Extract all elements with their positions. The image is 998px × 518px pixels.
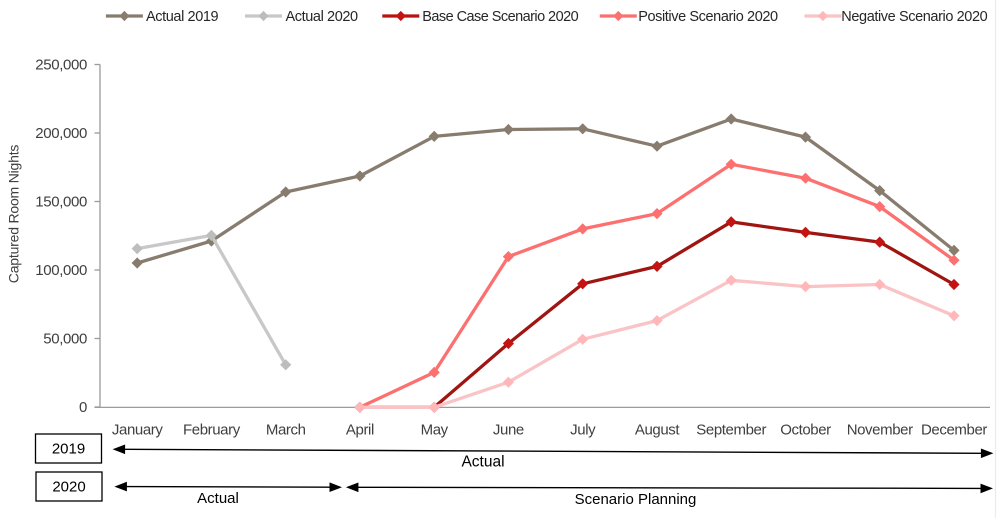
- svg-text:March: March: [266, 421, 306, 438]
- svg-text:100,000: 100,000: [35, 262, 87, 279]
- svg-text:August: August: [635, 421, 681, 438]
- svg-text:Positive Scenario 2020: Positive Scenario 2020: [638, 9, 778, 25]
- svg-text:Negative Scenario 2020: Negative Scenario 2020: [841, 9, 987, 25]
- svg-text:50,000: 50,000: [43, 330, 87, 347]
- svg-text:250,000: 250,000: [35, 56, 87, 73]
- svg-text:February: February: [183, 421, 241, 438]
- svg-text:September: September: [696, 421, 766, 438]
- svg-text:Base Case Scenario 2020: Base Case Scenario 2020: [422, 9, 578, 25]
- svg-text:Scenario Planning: Scenario Planning: [575, 491, 697, 508]
- svg-text:July: July: [570, 421, 596, 438]
- svg-text:2019: 2019: [52, 441, 85, 458]
- svg-text:May: May: [421, 421, 449, 438]
- svg-text:Actual 2019: Actual 2019: [146, 9, 219, 25]
- svg-text:June: June: [493, 421, 524, 438]
- svg-text:150,000: 150,000: [35, 193, 87, 210]
- svg-text:April: April: [346, 421, 374, 438]
- svg-text:Actual 2020: Actual 2020: [286, 9, 359, 25]
- svg-text:0: 0: [79, 399, 87, 416]
- svg-text:Actual: Actual: [197, 490, 239, 507]
- svg-text:January: January: [112, 421, 163, 438]
- svg-text:December: December: [921, 421, 987, 438]
- svg-text:November: November: [847, 421, 913, 438]
- svg-text:2020: 2020: [52, 479, 85, 496]
- svg-text:Actual: Actual: [461, 454, 504, 471]
- svg-text:Captured Room Nights: Captured Room Nights: [6, 145, 22, 284]
- svg-text:October: October: [780, 421, 831, 438]
- svg-text:200,000: 200,000: [35, 125, 87, 142]
